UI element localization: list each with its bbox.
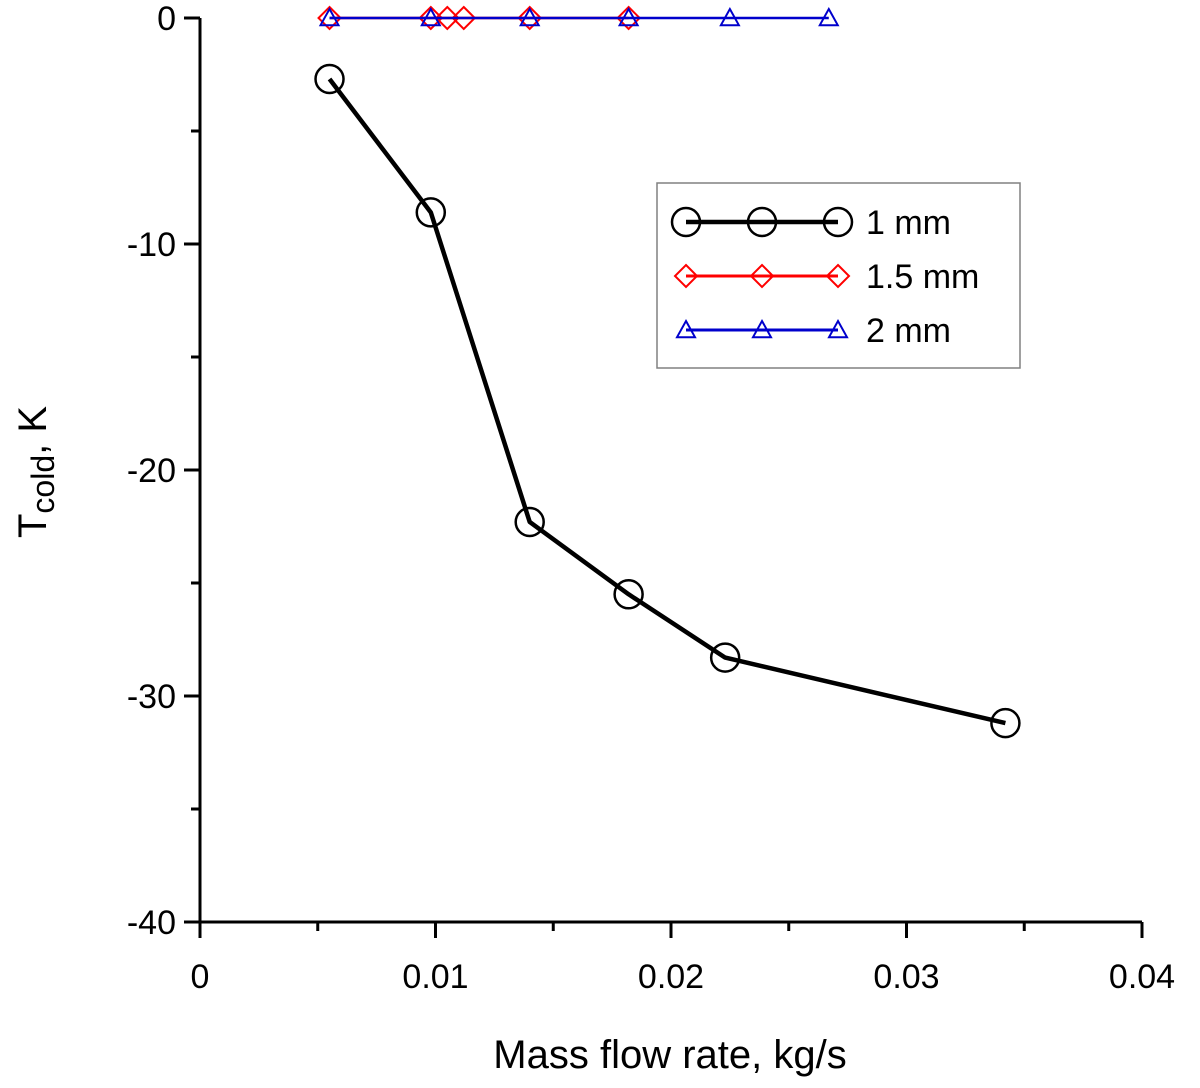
data-point-triangle (827, 318, 849, 339)
data-point-circle (670, 206, 702, 238)
x-tick-label: 0.01 (402, 958, 468, 996)
data-point-triangle (818, 6, 840, 27)
x-tick-label: 0 (191, 958, 210, 996)
y-tick-label: -20 (127, 452, 176, 490)
y-axis-title-suffix: , K (11, 406, 55, 455)
x-tick-label: 0.02 (638, 958, 704, 996)
data-point-triangle (751, 318, 773, 339)
data-point-triangle (519, 6, 541, 27)
y-tick-label: -40 (127, 904, 176, 942)
data-point-circle (746, 206, 778, 238)
data-point-diamond (616, 5, 642, 31)
y-axis-title-main: T (11, 514, 55, 538)
y-tick-label: -30 (127, 678, 176, 716)
x-tick-label: 0.04 (1109, 958, 1175, 996)
data-point-diamond (749, 263, 775, 289)
legend: 1 mm 1.5 mm 2 mm (656, 182, 1021, 369)
y-axis-title: Tcold, K (11, 406, 61, 538)
data-point-circle (990, 707, 1021, 739)
data-point-diamond (317, 5, 342, 31)
x-tick-label: 0.03 (873, 958, 939, 996)
data-point-diamond (517, 5, 543, 31)
data-point-circle (822, 206, 854, 238)
data-point-circle (415, 197, 447, 228)
series-line (327, 77, 1006, 726)
data-point-triangle (617, 6, 640, 27)
data-point-circle (613, 579, 644, 610)
y-ticks: 0 -10 -20 -30 -40 (127, 0, 200, 942)
data-point-triangle (719, 6, 741, 27)
series-group (314, 5, 1021, 739)
data-point-diamond (451, 5, 477, 31)
data-point-triangle (675, 318, 697, 339)
legend-label: 2 mm (866, 312, 951, 350)
data-point-diamond (825, 263, 851, 289)
legend-label: 1 mm (866, 204, 951, 242)
legend-label: 1.5 mm (866, 258, 979, 296)
y-axis-title-subscript: cold (25, 455, 61, 514)
y-tick-label: 0 (157, 0, 176, 38)
x-axis-title: Mass flow rate, kg/s (493, 1033, 846, 1077)
y-tick-label: -10 (127, 226, 176, 264)
series-1-mm (314, 63, 1021, 739)
x-ticks: 0 0.01 0.02 0.03 0.04 (191, 922, 1175, 996)
data-point-circle (314, 63, 345, 95)
data-point-circle (709, 642, 741, 673)
data-point-diamond (434, 5, 460, 31)
data-point-diamond (673, 263, 699, 289)
data-point-diamond (418, 5, 444, 31)
data-point-triangle (420, 6, 442, 27)
series-2-mm (318, 6, 840, 27)
data-point-circle (514, 506, 545, 538)
data-point-triangle (318, 6, 341, 27)
axes (198, 18, 1142, 924)
